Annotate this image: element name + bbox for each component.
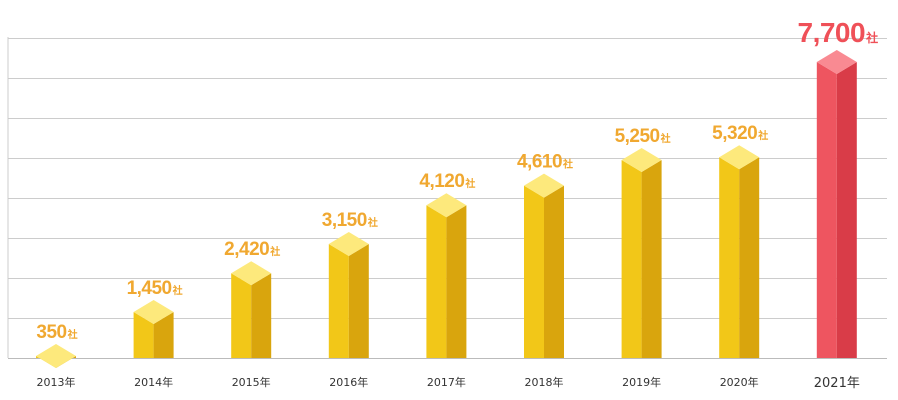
value-label: 3,150社	[322, 210, 378, 231]
x-tick-label: 2021年	[814, 376, 860, 391]
value-label: 4,610社	[517, 152, 573, 173]
value-label: 5,320社	[712, 123, 768, 144]
value-label: 2,420社	[224, 239, 280, 260]
bar-top-face	[719, 145, 760, 170]
x-tick-label: 2020年	[720, 375, 759, 389]
x-tick-label: 2016年	[329, 375, 368, 389]
bar-front-face	[816, 62, 837, 358]
bar-top-face	[231, 261, 272, 286]
bar-front-face	[231, 273, 252, 358]
bar	[524, 173, 564, 358]
bar-top-face	[133, 300, 174, 324]
bar-side-face	[836, 62, 857, 358]
bars	[36, 50, 857, 368]
bar-front-face	[426, 205, 447, 358]
value-label: 1,450社	[127, 278, 183, 299]
bar-front-face	[524, 185, 544, 358]
bar-front-face	[719, 157, 740, 358]
bar-side-face	[544, 185, 564, 358]
bar	[36, 344, 76, 368]
value-label: 350社	[36, 322, 77, 343]
bar-side-face	[348, 244, 369, 358]
bar	[328, 232, 369, 358]
bar-top-face	[621, 148, 662, 172]
bar-top-face	[816, 50, 857, 74]
x-tick-label: 2014年	[134, 375, 173, 389]
bar-front-face	[328, 244, 349, 358]
bar	[621, 148, 662, 358]
x-axis: 2013年 2014年 2015年 2016年 2017年 2018年 2019年 2020年…	[37, 375, 860, 391]
x-tick-label: 2018年	[525, 375, 564, 389]
value-label: 5,250社	[615, 126, 671, 147]
bar	[231, 261, 272, 358]
value-labels: 350社 1,450社 2,420社 3,150社 4,120社 4,610社 5,250社…	[36, 17, 878, 343]
bar-side-face	[446, 205, 467, 358]
bar-front-face	[133, 312, 154, 358]
value-label: 7,700社	[798, 17, 879, 48]
x-tick-label: 2015年	[232, 375, 271, 389]
bar-side-face	[739, 157, 760, 358]
bar-top-face	[426, 193, 467, 218]
x-tick-label: 2013年	[37, 375, 76, 389]
bar-top-face	[36, 344, 76, 368]
value-label: 4,120社	[419, 171, 475, 192]
bar-top-face	[328, 232, 369, 256]
bar	[719, 145, 760, 358]
bar-side-face	[153, 312, 174, 358]
bar-side-face	[251, 273, 272, 358]
bar-side-face	[641, 160, 662, 358]
bar-top-face	[524, 173, 564, 198]
bar	[426, 193, 467, 358]
bar	[133, 300, 174, 358]
x-tick-label: 2019年	[622, 375, 661, 389]
bar	[816, 50, 857, 358]
x-tick-label: 2017年	[427, 375, 466, 389]
bar-front-face	[621, 160, 642, 358]
